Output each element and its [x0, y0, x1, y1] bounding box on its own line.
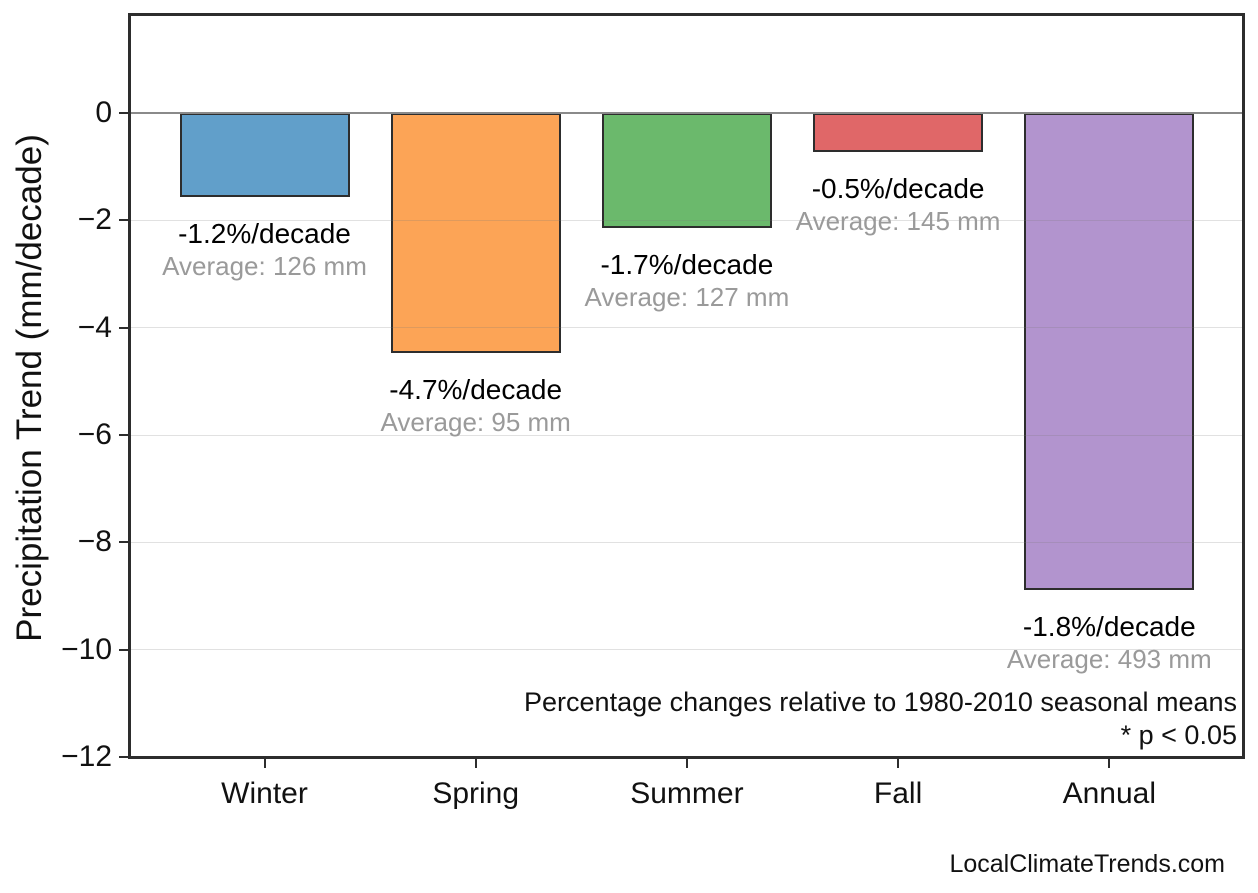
y-tick-label: −6 — [77, 418, 112, 452]
bar-average-label: Average: 95 mm — [380, 407, 571, 437]
plot-spine-right — [1242, 13, 1245, 759]
gridline — [128, 219, 1245, 221]
y-tick-mark — [119, 434, 128, 437]
plot-area: -1.2%/decade Average: 126 mm -4.7%/decade A… — [119, 13, 1245, 768]
y-tick-label: −4 — [77, 310, 112, 344]
bar-percent-label: -1.8%/decade — [1022, 611, 1196, 642]
x-tick-mark — [263, 759, 266, 768]
x-tick-mark — [897, 759, 900, 768]
y-tick-mark — [119, 112, 128, 114]
y-tick-mark — [119, 541, 128, 544]
x-tick-label-winter: Winter — [221, 777, 308, 810]
x-tick-label-summer: Summer — [630, 777, 744, 810]
bar-percent-label: -4.7%/decade — [389, 374, 563, 405]
plot-spine-bottom — [128, 756, 1245, 759]
plot-spine-top — [128, 13, 1245, 16]
gridline — [128, 649, 1245, 651]
bar-annual — [1024, 113, 1195, 590]
x-tick-mark — [474, 759, 477, 768]
bar-percent-label: -1.2%/decade — [178, 218, 351, 249]
bar-percent-label: -0.5%/decade — [811, 173, 985, 204]
annotation-line-significance: * p < 0.05 — [1120, 720, 1237, 750]
bar-average-label: Average: 145 mm — [795, 206, 1001, 236]
annotation-note: Percentage changes relative to 1980-2010… — [524, 686, 1237, 752]
x-tick-label-fall: Fall — [873, 777, 923, 810]
bar-label-fall: -0.5%/decade Average: 145 mm — [758, 172, 1038, 236]
bar-label-summer: -1.7%/decade Average: 127 mm — [547, 248, 827, 312]
y-tick-label: −12 — [61, 740, 112, 774]
plot-spine-left — [128, 13, 131, 759]
x-tick-label-annual: Annual — [1062, 777, 1156, 810]
y-tick-label: −2 — [77, 203, 112, 237]
y-tick-mark — [119, 756, 128, 759]
bar-average-label: Average: 126 mm — [162, 251, 367, 281]
bar-spring — [390, 113, 561, 353]
x-tick-mark — [1108, 759, 1111, 768]
y-tick-label: −8 — [77, 525, 112, 559]
bar-winter — [179, 113, 350, 197]
bar-summer — [601, 113, 772, 228]
zero-line — [128, 112, 1245, 114]
y-tick-label: 0 — [95, 96, 112, 129]
bar-label-annual: -1.8%/decade Average: 493 mm — [969, 610, 1249, 674]
y-tick-mark — [119, 326, 128, 329]
y-tick-mark — [119, 648, 128, 651]
x-tick-label-spring: Spring — [432, 777, 520, 810]
bar-label-winter: -1.2%/decade Average: 126 mm — [125, 217, 405, 281]
bar-average-label: Average: 127 mm — [584, 282, 790, 312]
gridline — [128, 327, 1245, 329]
gridline — [128, 434, 1245, 436]
bar-label-spring: -4.7%/decade Average: 95 mm — [336, 373, 616, 437]
y-tick-label: −10 — [61, 632, 112, 666]
gridline — [128, 541, 1245, 543]
watermark: LocalClimateTrends.com — [949, 850, 1225, 878]
x-tick-mark — [685, 759, 688, 768]
bar-percent-label: -1.7%/decade — [600, 249, 774, 280]
y-tick-mark — [119, 219, 128, 222]
annotation-line-methodology: Percentage changes relative to 1980-2010… — [524, 687, 1237, 717]
bar-fall — [813, 113, 984, 152]
bar-average-label: Average: 493 mm — [1006, 644, 1212, 674]
